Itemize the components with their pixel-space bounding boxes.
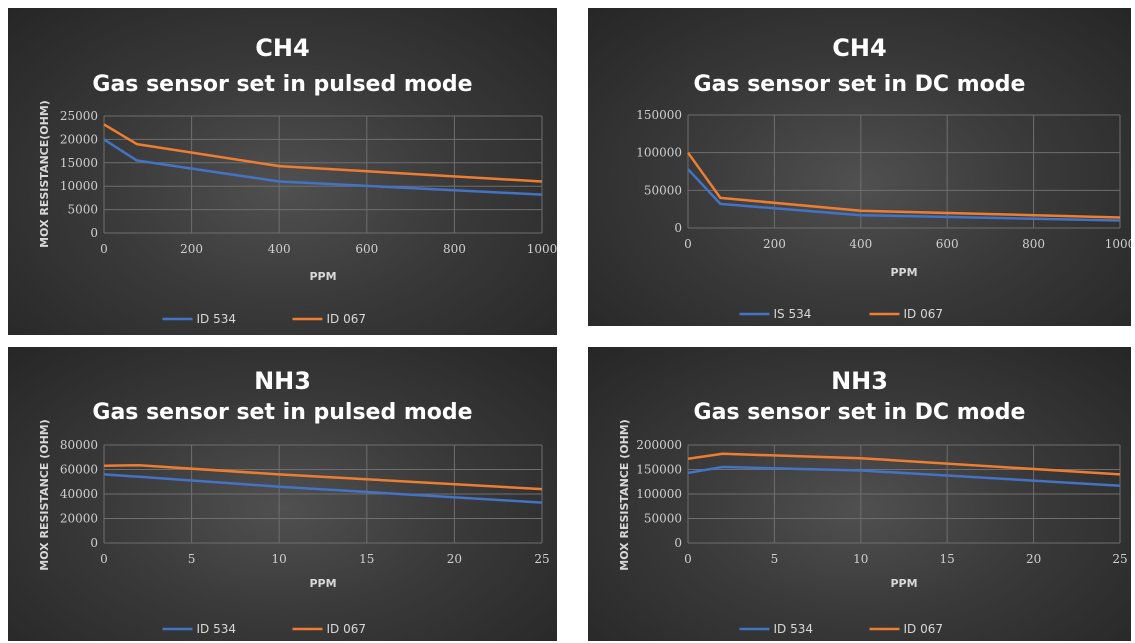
x-tick-label: 400 [268, 242, 291, 256]
y-axis-label: MOX RESISTANCE(OHM) [38, 100, 51, 248]
x-tick-label: 0 [684, 237, 692, 251]
y-axis-label: MOX RESISTANCE (OHM) [618, 419, 631, 570]
series-line [687, 452, 1121, 476]
series-line [686, 151, 1121, 219]
y-tick-label: 15000 [60, 156, 98, 170]
chart-svg: CH4 Gas sensor set in DC mode 0 50000 100000… [636, 34, 1131, 321]
x-tick-label: 600 [355, 242, 378, 256]
y-tick-label: 20000 [60, 512, 98, 526]
x-tick-label: 200 [180, 242, 203, 256]
x-tick-label: 0 [100, 242, 108, 256]
series-line [103, 463, 543, 491]
chart-svg: CH4 Gas sensor set in pulsed mode 0 5000 100… [38, 34, 557, 326]
y-tick-label: 0 [674, 221, 682, 235]
series-line [687, 168, 1121, 222]
x-axis-label: PPM [890, 266, 917, 279]
y-tick-label: 50000 [644, 183, 682, 197]
y-tick-label: 10000 [60, 179, 98, 193]
chart-title: CH4 [832, 34, 886, 62]
y-tick-label: 5000 [67, 203, 98, 217]
x-tick-label: 15 [359, 552, 374, 566]
x-tick-label: 25 [534, 552, 549, 566]
legend-label: ID 534 [774, 622, 814, 636]
x-axis-label: PPM [890, 577, 917, 590]
x-tick-label: 5 [188, 552, 196, 566]
legend-label: ID 067 [904, 622, 944, 636]
y-tick-label: 0 [90, 536, 98, 550]
y-tick-label: 20000 [60, 132, 98, 146]
x-tick-label: 200 [763, 237, 786, 251]
legend-label: ID 534 [197, 312, 237, 326]
x-tick-label: 0 [684, 552, 692, 566]
y-tick-label: 60000 [60, 463, 98, 477]
y-tick-label: 100000 [636, 146, 682, 160]
chart-subtitle: Gas sensor set in pulsed mode [92, 72, 472, 97]
y-tick-label: 150000 [636, 108, 682, 122]
legend-label: ID 067 [327, 622, 367, 636]
x-axis-label: PPM [309, 270, 336, 283]
chart-title: NH3 [254, 367, 311, 395]
chart-svg: NH3 Gas sensor set in pulsed mode 0 20000 40… [38, 367, 550, 636]
x-tick-label: 20 [447, 552, 462, 566]
x-tick-label: 1000 [527, 242, 557, 256]
x-tick-label: 10 [272, 552, 287, 566]
x-tick-label: 5 [771, 552, 779, 566]
y-tick-label: 150000 [636, 463, 682, 477]
chart-panel: NH3 Gas sensor set in pulsed mode 0 20000 40… [8, 347, 557, 641]
y-tick-label: 0 [674, 536, 682, 550]
legend-label: IS 534 [774, 307, 812, 321]
legend-label: ID 067 [904, 307, 944, 321]
y-axis-label: MOX RESISTANCE (OHM) [38, 419, 51, 570]
x-tick-label: 800 [1022, 237, 1045, 251]
series-line [103, 123, 543, 183]
legend-label: ID 067 [327, 312, 367, 326]
y-tick-label: 200000 [636, 438, 682, 452]
chart-title: CH4 [255, 34, 309, 62]
x-tick-label: 25 [1112, 552, 1127, 566]
x-tick-label: 600 [936, 237, 959, 251]
chart-subtitle: Gas sensor set in DC mode [694, 400, 1026, 425]
y-tick-label: 80000 [60, 438, 98, 452]
series-line [687, 465, 1121, 487]
x-tick-label: 20 [1026, 552, 1041, 566]
y-tick-label: 25000 [60, 109, 98, 123]
series-line [103, 473, 543, 504]
chart-panel: CH4 Gas sensor set in pulsed mode 0 5000 100… [8, 8, 557, 335]
chart-subtitle: Gas sensor set in DC mode [694, 72, 1026, 97]
legend-label: ID 534 [197, 622, 237, 636]
chart-svg: NH3 Gas sensor set in DC mode 0 50000 100000… [618, 367, 1128, 636]
y-tick-label: 100000 [636, 487, 682, 501]
x-tick-label: 15 [940, 552, 955, 566]
chart-panel: CH4 Gas sensor set in DC mode 0 50000 100000… [588, 8, 1131, 326]
x-tick-label: 10 [853, 552, 868, 566]
chart-title: NH3 [831, 367, 888, 395]
chart-panel: NH3 Gas sensor set in DC mode 0 50000 100000… [588, 347, 1131, 641]
chart-subtitle: Gas sensor set in pulsed mode [92, 400, 472, 425]
x-axis-label: PPM [309, 577, 336, 590]
y-tick-label: 0 [90, 226, 98, 240]
x-tick-label: 1000 [1105, 237, 1131, 251]
x-tick-label: 0 [100, 552, 108, 566]
x-tick-label: 800 [443, 242, 466, 256]
y-tick-label: 40000 [60, 487, 98, 501]
x-tick-label: 400 [849, 237, 872, 251]
series-line [103, 138, 543, 196]
y-tick-label: 50000 [644, 512, 682, 526]
